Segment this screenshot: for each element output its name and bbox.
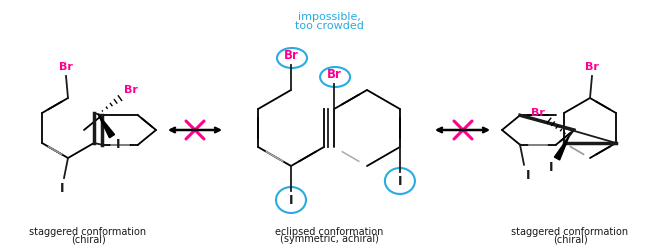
Text: I: I xyxy=(526,169,530,182)
Text: impossible,: impossible, xyxy=(297,12,361,22)
Text: I: I xyxy=(289,194,293,207)
Text: (symmetric, achiral): (symmetric, achiral) xyxy=(280,234,378,244)
Text: too crowded: too crowded xyxy=(295,21,363,31)
Text: Br: Br xyxy=(59,62,73,72)
Text: eclipsed conformation: eclipsed conformation xyxy=(275,227,383,237)
Text: I: I xyxy=(397,175,402,188)
Text: Br: Br xyxy=(531,108,545,118)
Text: I: I xyxy=(116,138,120,151)
Text: (chiral): (chiral) xyxy=(70,234,105,244)
Text: Br: Br xyxy=(284,49,299,62)
Text: Br: Br xyxy=(585,62,599,72)
Text: Br: Br xyxy=(124,85,138,95)
Polygon shape xyxy=(555,136,569,160)
Text: staggered conformation: staggered conformation xyxy=(30,227,147,237)
Polygon shape xyxy=(98,114,114,138)
Text: I: I xyxy=(60,182,64,195)
Text: (chiral): (chiral) xyxy=(553,234,588,244)
Text: staggered conformation: staggered conformation xyxy=(511,227,628,237)
Text: Br: Br xyxy=(326,68,342,81)
Text: I: I xyxy=(549,161,553,174)
